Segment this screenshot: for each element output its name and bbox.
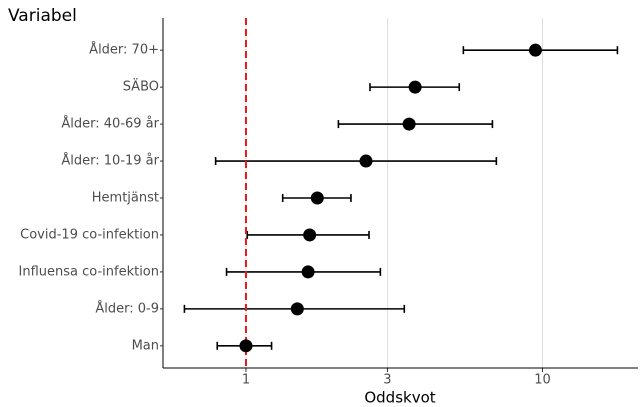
point <box>528 43 542 57</box>
point <box>402 117 416 131</box>
y-tick-label: Hemtjänst <box>92 191 159 206</box>
y-axis-title: Variabel <box>8 6 77 26</box>
point <box>359 154 373 168</box>
y-tick-label: Ålder: 0-9 <box>95 300 159 316</box>
point <box>408 80 422 94</box>
y-tick-label: Ålder: 40-69 år <box>61 116 159 132</box>
y-tick-label: Covid-19 co-infektion <box>20 227 159 242</box>
point <box>301 265 315 279</box>
x-axis-title: Oddskvot <box>364 389 435 407</box>
y-tick-label: Ålder: 70+ <box>89 42 159 58</box>
point <box>239 339 253 353</box>
x-tick-label: 1 <box>242 373 250 388</box>
point <box>290 302 304 316</box>
y-tick-label: Ålder: 10-19 år <box>61 153 159 169</box>
x-tick-label: 10 <box>534 373 551 388</box>
point <box>303 228 317 242</box>
point <box>310 191 324 205</box>
y-tick-label: Man <box>132 338 159 353</box>
x-tick-label: 3 <box>383 373 391 388</box>
y-tick-label: Influensa co-infektion <box>19 264 160 279</box>
y-tick-label: SÄBO <box>123 79 159 95</box>
